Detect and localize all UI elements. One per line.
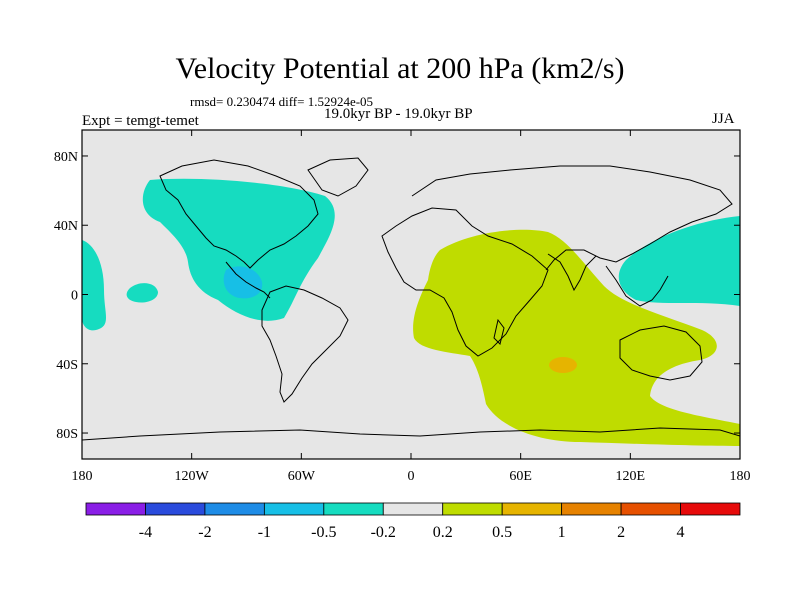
contour-fill-layer (82, 178, 740, 446)
lon-tick-label: 0 (408, 469, 415, 484)
colorbar-label: -0.5 (311, 524, 336, 541)
coastline-layer (82, 157, 740, 441)
coast-india (547, 253, 597, 292)
coast-antarctica (82, 427, 740, 441)
coast-south-america (261, 285, 349, 403)
lon-tick-label: 60E (509, 469, 532, 484)
colorbar-label: -0.2 (371, 524, 396, 541)
longitude-axis: 180 120W 60W 0 60E 120E 180 (72, 130, 751, 484)
colorbar-swatch (620, 502, 681, 516)
lat-tick-label: 80S (56, 427, 78, 442)
lon-tick-label: 180 (730, 469, 751, 484)
colorbar-label: -1 (258, 524, 271, 541)
colorbar-label: -2 (198, 524, 211, 541)
contour-negative-west-pacific (618, 216, 740, 306)
contour-positive-indian-ocean (413, 229, 740, 446)
colorbar-label: 0.5 (492, 524, 512, 541)
colorbar: -4 -2 -1 -0.5 -0.2 0.2 0.5 1 2 4 (85, 502, 741, 541)
lat-tick-label: 40N (54, 219, 78, 234)
lon-tick-label: 120E (616, 469, 646, 484)
colorbar-label: 2 (617, 524, 625, 541)
colorbar-label: -4 (139, 524, 152, 541)
contour-negative-pacific-blob (126, 283, 158, 303)
coast-central-america (225, 261, 271, 299)
colorbar-swatch (680, 502, 741, 516)
rmsd-diff-stats: rmsd= 0.230474 diff= 1.52924e-05 (190, 94, 374, 109)
colorbar-swatch (382, 502, 444, 516)
colorbar-swatch (561, 502, 622, 516)
period-label: 19.0kyr BP - 19.0kyr BP (324, 106, 473, 122)
plot-title: Velocity Potential at 200 hPa (km2/s) (175, 52, 625, 85)
contour-positive-core (549, 357, 577, 373)
coast-madagascar (493, 318, 505, 345)
lon-tick-label: 60W (288, 469, 316, 484)
coast-eurasia (411, 165, 733, 271)
latitude-axis: 80N 40N 0 40S 80S (54, 150, 740, 442)
contour-negative-pacific-west (82, 240, 106, 331)
coast-europe-africa (381, 207, 549, 357)
lon-tick-label: 120W (175, 469, 210, 484)
lon-tick-label: 180 (72, 469, 93, 484)
colorbar-swatch (204, 502, 265, 516)
colorbar-swatch (442, 502, 503, 516)
contour-negative-core (223, 266, 263, 299)
colorbar-label: 0.2 (433, 524, 453, 541)
colorbar-swatch (145, 502, 206, 516)
colorbar-swatch (85, 502, 146, 516)
colorbar-label: 4 (677, 524, 685, 541)
coast-north-america (159, 159, 319, 269)
coast-australia (619, 325, 703, 381)
colorbar-swatch (263, 502, 325, 516)
experiment-label: Expt = temgt-temet (82, 113, 199, 129)
coast-southeast-asia (605, 265, 669, 307)
colorbar-swatch (501, 502, 563, 516)
lat-tick-label: 40S (56, 358, 78, 373)
colorbar-label: 1 (558, 524, 566, 541)
lat-tick-label: 80N (54, 150, 78, 165)
lat-tick-label: 0 (71, 289, 78, 304)
season-label: JJA (712, 111, 735, 127)
colorbar-swatch (323, 502, 384, 516)
coast-greenland (307, 157, 369, 197)
contour-negative-americas (142, 178, 335, 321)
